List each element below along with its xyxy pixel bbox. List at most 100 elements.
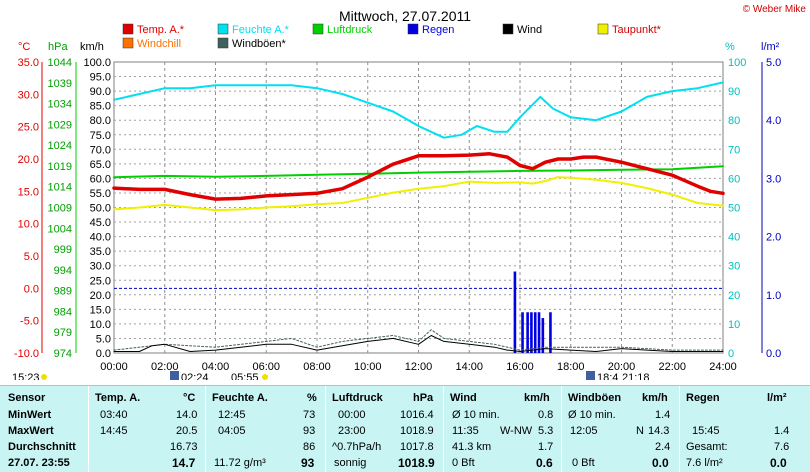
row-label-current: 27.07. 23:55 bbox=[8, 457, 70, 469]
summary-table: Sensor MinWert MaxWert Durchschnitt 27.0… bbox=[0, 385, 810, 472]
gusts-avg-label: Ø 10 min. bbox=[568, 409, 616, 421]
legend-swatch bbox=[312, 23, 324, 35]
wind-tick-label: 95.0 bbox=[90, 72, 111, 84]
wind-tick-label: 65.0 bbox=[90, 159, 111, 171]
pressure-tick-label: 1039 bbox=[48, 78, 72, 90]
legend-label: Wind bbox=[517, 24, 542, 36]
pressure-tick-label: 979 bbox=[54, 327, 72, 339]
legend: Temp. A.* Feuchte A.* Luftdruck Regen Wind Ta… bbox=[122, 23, 662, 50]
wind-tick-label: 50.0 bbox=[90, 203, 111, 215]
legend-label: Regen bbox=[422, 24, 454, 36]
pressure-current: 1018.9 bbox=[398, 456, 435, 470]
unit-pressure: hPa bbox=[48, 41, 68, 53]
x-tick-label: 22:00 bbox=[658, 361, 686, 373]
row-label-avg: Durchschnitt bbox=[8, 441, 76, 453]
wind-tick-label: 70.0 bbox=[90, 144, 111, 156]
rain-day-total: 7.6 l/m² bbox=[686, 457, 723, 469]
series-line-wind bbox=[113, 335, 724, 352]
temp-tick-label: 30.0 bbox=[18, 89, 39, 101]
rain-max: 1.4 bbox=[774, 425, 790, 437]
x-tick-label: 12:00 bbox=[405, 361, 433, 373]
rain-unit: l/m² bbox=[767, 392, 787, 404]
humidity-max: 93 bbox=[303, 425, 316, 437]
rain-total: 7.6 bbox=[774, 441, 790, 453]
series-line-taupunkt bbox=[113, 176, 724, 212]
wind-avg: 0.8 bbox=[538, 409, 554, 421]
x-tick-label: 08:00 bbox=[303, 361, 331, 373]
chart-title: Mittwoch, 27.07.2011 bbox=[339, 8, 471, 24]
sunset-label: 21:18 bbox=[622, 372, 650, 380]
gusts-beaufort: 0 Bft bbox=[572, 457, 595, 469]
wind-tick-label: 20.0 bbox=[90, 290, 111, 302]
humidity-tick-label: 30 bbox=[728, 261, 740, 273]
wind-tick-label: 90.0 bbox=[90, 86, 111, 98]
wind-unit: km/h bbox=[524, 392, 550, 404]
wind-tick-label: 80.0 bbox=[90, 115, 111, 127]
temp-tick-label: 35.0 bbox=[18, 57, 39, 69]
gusts-max: 14.3 bbox=[648, 425, 670, 437]
rain-bar bbox=[526, 312, 529, 353]
time-left-label: 15:23 bbox=[12, 372, 40, 380]
x-tick-label: 10:00 bbox=[354, 361, 382, 373]
pressure-forecast: sonnig bbox=[334, 457, 367, 469]
legend-swatch bbox=[122, 37, 134, 49]
humidity-tick-label: 100 bbox=[728, 57, 746, 69]
wind-current: 0.6 bbox=[536, 456, 553, 470]
temp-tick-label: 15.0 bbox=[18, 186, 39, 198]
wind-mean: 1.7 bbox=[538, 441, 554, 453]
wind-tick-label: 25.0 bbox=[90, 275, 111, 287]
humidity-absolute: 11.72 g/m³ bbox=[214, 457, 266, 469]
pressure-tick-label: 1009 bbox=[48, 203, 72, 215]
wind-distance: 41.3 km bbox=[452, 441, 492, 453]
pressure-tick-label: 1044 bbox=[48, 57, 72, 69]
wind-tick-label: 75.0 bbox=[90, 130, 111, 142]
wind-tick-label: 15.0 bbox=[90, 304, 111, 316]
moonset-icon bbox=[586, 371, 595, 380]
series-line-temp-a bbox=[112, 152, 725, 201]
rain-tick-label: 3.0 bbox=[766, 173, 781, 185]
wind-tick-label: 35.0 bbox=[90, 246, 111, 258]
rain-bar bbox=[537, 312, 541, 353]
humidity-tick-label: 40 bbox=[728, 232, 740, 244]
legend-swatch bbox=[597, 23, 609, 35]
wind-title: Wind bbox=[450, 392, 477, 404]
temp-max-time: 14:45 bbox=[100, 425, 128, 437]
pressure-trend: ^0.7hPa/h bbox=[332, 441, 382, 453]
wind-tick-label: 30.0 bbox=[90, 261, 111, 273]
gusts-mean: 2.4 bbox=[655, 441, 671, 453]
axis-ticks: 00:00 02:00 04:00 06:00 08:00 10:00 12:00 14:00… bbox=[14, 57, 781, 373]
temp-tick-label: 10.0 bbox=[18, 219, 39, 231]
pressure-tick-label: 1014 bbox=[48, 182, 72, 194]
rain-bar bbox=[549, 312, 552, 353]
temp-tick-label: 20.0 bbox=[18, 154, 39, 166]
x-tick-label: 00:00 bbox=[100, 361, 128, 373]
moonrise-icon bbox=[170, 371, 179, 380]
x-tick-label: 20:00 bbox=[608, 361, 636, 373]
legend-label: Taupunkt* bbox=[612, 24, 662, 36]
row-label-sensor: Sensor bbox=[8, 392, 46, 404]
unit-rain: l/m² bbox=[761, 41, 780, 53]
rain-bar bbox=[541, 318, 545, 353]
pressure-max: 1018.9 bbox=[400, 425, 434, 437]
legend-label: Windchill bbox=[137, 38, 181, 50]
humidity-min-time: 12:45 bbox=[218, 409, 246, 421]
gusts-avg: 1.4 bbox=[655, 409, 671, 421]
humidity-tick-label: 50 bbox=[728, 203, 740, 215]
pressure-tick-label: 1029 bbox=[48, 119, 72, 131]
legend-label: Luftdruck bbox=[327, 24, 373, 36]
gusts-title: Windböen bbox=[568, 392, 622, 404]
wind-tick-label: 5.0 bbox=[96, 333, 111, 345]
rain-bar bbox=[530, 312, 533, 353]
humidity-tick-label: 80 bbox=[728, 115, 740, 127]
wind-tick-label: 0.0 bbox=[96, 348, 111, 360]
x-tick-label: 04:00 bbox=[202, 361, 230, 373]
sunrise-label: 05:55 bbox=[231, 372, 259, 380]
humidity-tick-label: 20 bbox=[728, 290, 740, 302]
wind-tick-label: 55.0 bbox=[90, 188, 111, 200]
rain-bar bbox=[533, 312, 537, 353]
pressure-tick-label: 999 bbox=[54, 244, 72, 256]
gusts-max-dir: N bbox=[636, 425, 644, 437]
temp-tick-label: 25.0 bbox=[18, 122, 39, 134]
temp-tick-label: -10.0 bbox=[14, 348, 39, 360]
moonset-label: 18:4 bbox=[597, 372, 618, 380]
